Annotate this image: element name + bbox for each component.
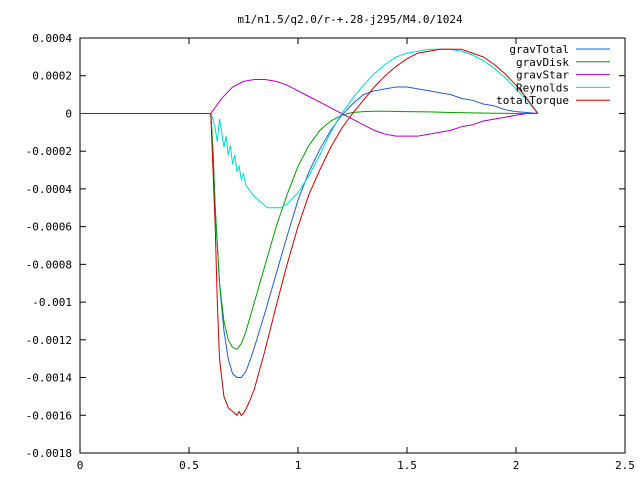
legend-label: gravStar: [516, 69, 569, 82]
legend: gravTotalgravDiskgravStarReynoldstotalTo…: [496, 43, 610, 107]
legend-label: Reynolds: [516, 81, 569, 94]
y-tick-label: -0.0014: [26, 372, 73, 385]
series-line-totalTorque: [80, 48, 539, 417]
axes: 0.0004 0.0002 0 -0.0002 -0.0004 -0.0006 -0.000…: [26, 32, 635, 472]
y-tick-label: 0.0004: [32, 32, 72, 45]
series-line-gravTotal: [80, 86, 538, 378]
y-tick-label: -0.0008: [26, 258, 72, 271]
y-tick-label: -0.0012: [26, 334, 72, 347]
legend-label: totalTorque: [496, 94, 569, 107]
x-tick-label: 2.5: [615, 459, 635, 472]
series-line-gravDisk: [80, 110, 538, 350]
x-tick-label: 1.5: [397, 459, 417, 472]
plot-frame: [79, 37, 626, 454]
series-lines: [80, 48, 539, 417]
legend-label: gravDisk: [516, 56, 569, 69]
series-line-gravStar: [80, 79, 538, 137]
x-tick-label: 1: [295, 459, 302, 472]
y-tick-label: -0.0016: [26, 409, 72, 422]
y-tick-label: -0.0018: [26, 447, 72, 460]
y-tick-label: 0: [65, 107, 72, 120]
x-tick-label: 0: [77, 459, 84, 472]
chart-title: m1/n1.5/q2.0/r-+.28-j295/M4.0/1024: [237, 13, 463, 26]
y-tick-label: -0.0006: [26, 221, 72, 234]
y-tick-label: -0.001: [32, 296, 72, 309]
x-tick-label: 2: [513, 459, 520, 472]
x-tick-label: 0.5: [179, 459, 199, 472]
y-tick-label: 0.0002: [32, 70, 72, 83]
y-tick-label: -0.0004: [26, 183, 73, 196]
y-tick-label: -0.0002: [26, 145, 72, 158]
legend-label: gravTotal: [509, 43, 569, 56]
